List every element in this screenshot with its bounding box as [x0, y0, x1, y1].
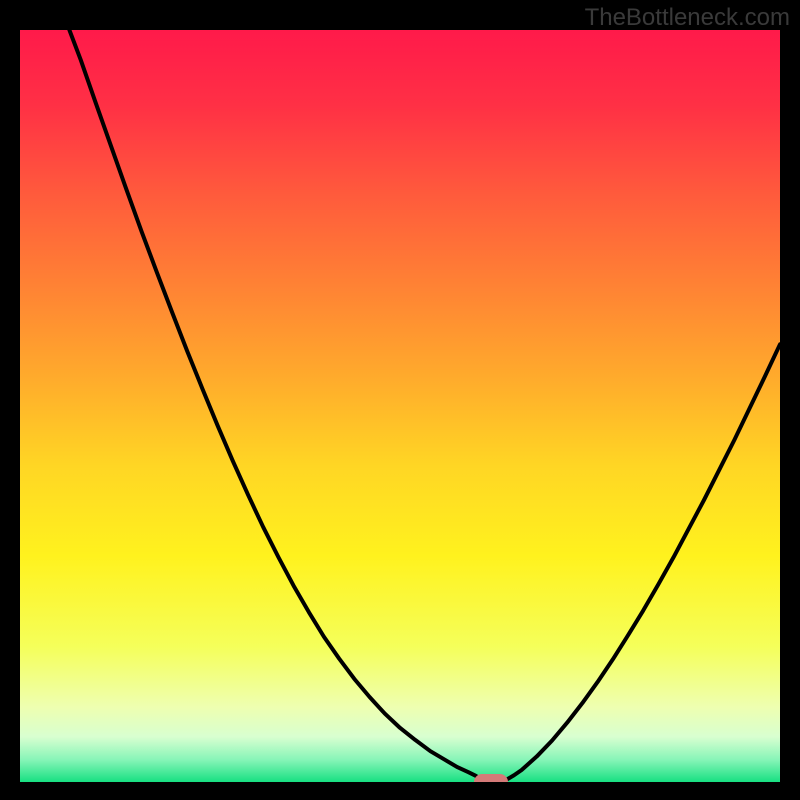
bottleneck-curve — [20, 30, 780, 782]
attribution-text: TheBottleneck.com — [585, 4, 790, 32]
chart-frame: TheBottleneck.com — [0, 0, 800, 800]
bottleneck-marker — [474, 774, 508, 782]
plot-area — [20, 30, 780, 782]
